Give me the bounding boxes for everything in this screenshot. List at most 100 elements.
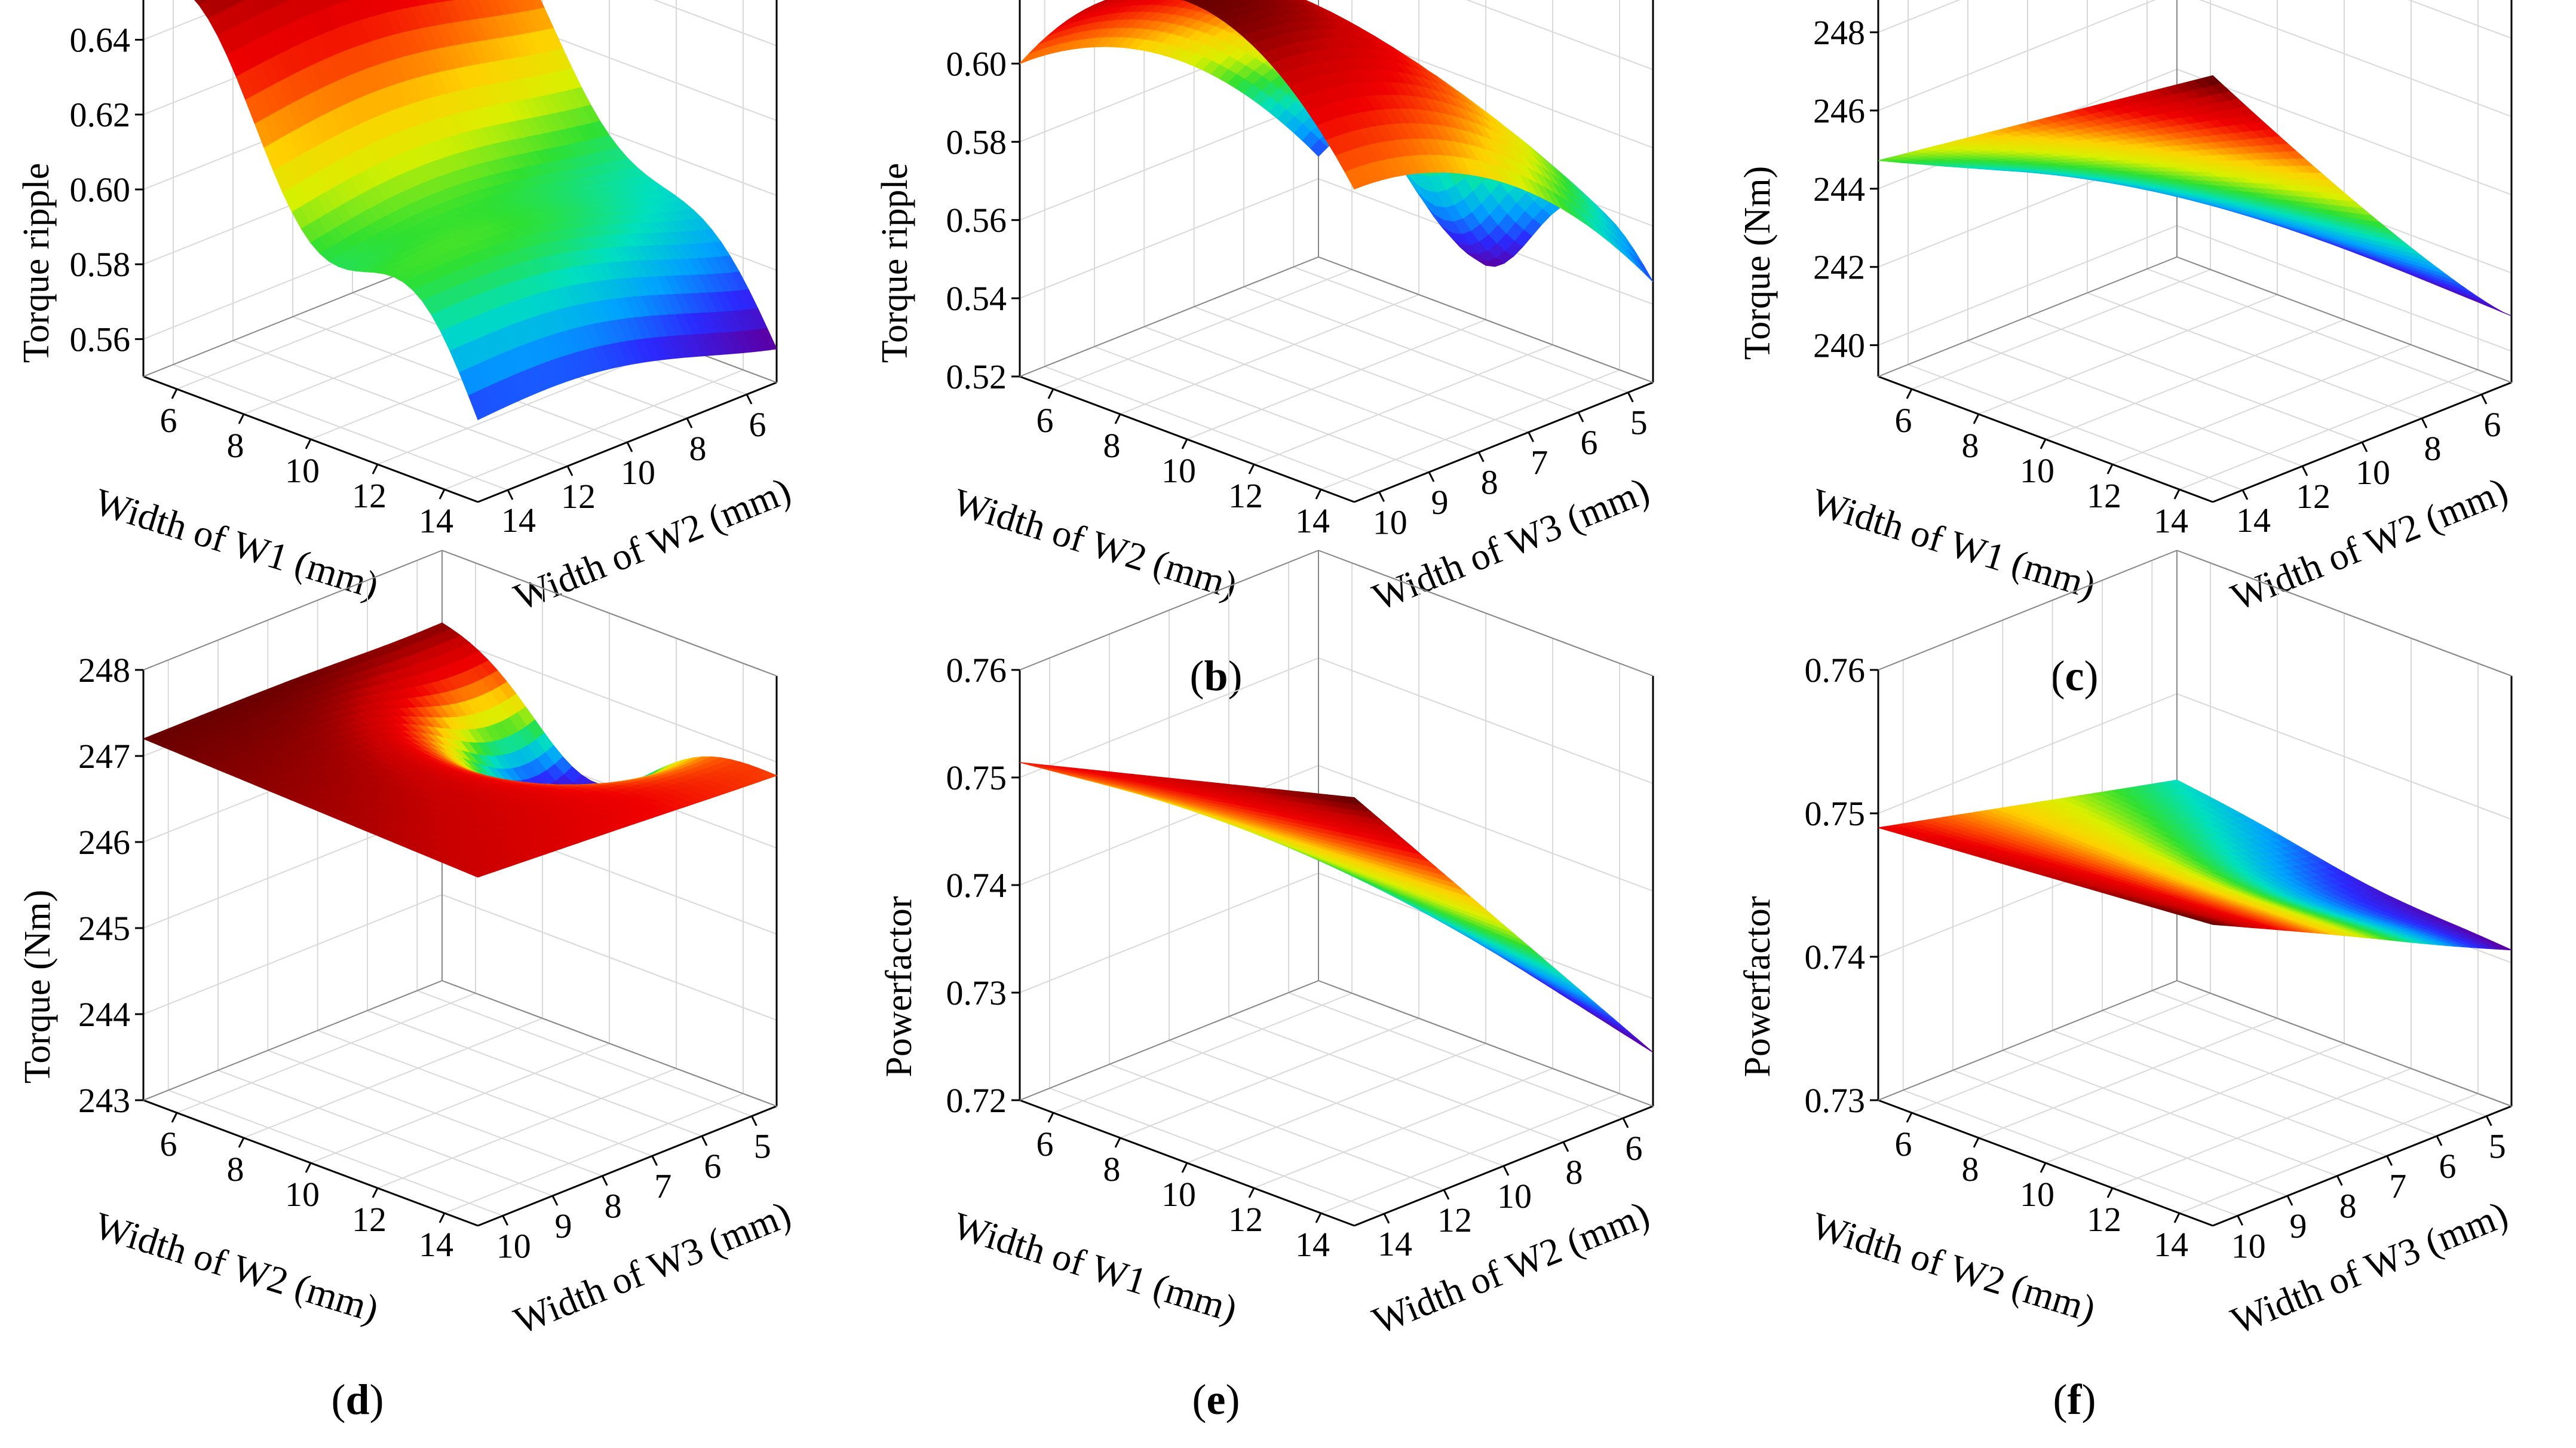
x-tick-label: 14 — [419, 501, 453, 540]
grid-line — [173, 364, 508, 491]
z-tick-label: 0.54 — [946, 279, 1007, 318]
z-tick-label: 0.56 — [70, 320, 131, 359]
z-axis-a: 0.560.580.600.620.640.66 — [70, 21, 143, 359]
grid-line — [2027, 316, 2363, 443]
y-axis-c: 14 12 10 8 6 — [2236, 394, 2501, 540]
caption-letter: b — [1204, 652, 1228, 700]
surface-facet — [1109, 0, 1115, 2]
grid-line — [1194, 306, 1529, 433]
caption-c: (c) — [2050, 652, 2099, 700]
grid-line — [143, 894, 443, 1015]
z-tick-label: 0.58 — [946, 123, 1007, 161]
y-tick-label: 12 — [2296, 477, 2330, 516]
x-tick-label: 6 — [1895, 401, 1912, 440]
axis-line — [2176, 256, 2512, 383]
grid-line — [232, 340, 568, 467]
grid-line — [267, 1049, 603, 1177]
axis-line — [143, 256, 443, 377]
surface-a — [194, 0, 777, 421]
x-tick — [1248, 464, 1255, 474]
x-tick-label: 8 — [1103, 426, 1121, 465]
x-tick-label: 10 — [285, 451, 320, 490]
y-tick-label: 6 — [2484, 405, 2501, 444]
x-tick-label: 14 — [1295, 501, 1330, 540]
y-tick-label: 14 — [2236, 501, 2271, 540]
y-tick — [2301, 466, 2308, 476]
y-axis-label: Width of W3 (mm) — [1366, 469, 1655, 619]
x-tick — [1973, 414, 1980, 424]
x-tick-label: 14 — [2154, 501, 2188, 540]
grid-line — [1094, 346, 1430, 473]
grid-line — [143, 0, 244, 41]
grid-line — [1120, 294, 1419, 415]
y-tick-label: 5 — [1630, 403, 1648, 442]
surface-b — [1019, 0, 1654, 282]
grid-line — [2408, 0, 2512, 39]
surface-d — [142, 622, 778, 878]
grid-line — [176, 993, 476, 1113]
grid-line — [367, 1010, 703, 1137]
x-tick-label: 8 — [1962, 426, 1979, 465]
x-tick — [372, 464, 379, 474]
panel-c: 240242244246248250Torque (Nm)68101214Wid… — [1717, 0, 2575, 724]
grid-line — [317, 1030, 653, 1157]
x-tick — [1181, 439, 1188, 449]
axis-line — [1318, 256, 1654, 383]
z-tick-label: 244 — [1813, 170, 1865, 209]
z-tick-label: 0.52 — [946, 357, 1007, 396]
grid-line — [2087, 292, 2422, 419]
x-tick — [438, 489, 446, 500]
y-tick — [2361, 442, 2368, 452]
x-tick — [1114, 414, 1121, 424]
grid-line — [217, 1070, 553, 1196]
x-tick-label: 10 — [1161, 451, 1196, 490]
y-tick — [2421, 418, 2428, 428]
z-tick-label: 242 — [1813, 248, 1865, 287]
grid-line — [1878, 0, 1961, 33]
x-tick — [238, 414, 245, 424]
y-tick — [1477, 452, 1485, 463]
z-tick-label: 0.60 — [946, 44, 1007, 83]
x-tick — [1047, 388, 1054, 399]
z-tick-label: 0.56 — [946, 201, 1007, 240]
grid-line — [1253, 344, 1553, 465]
x-tick — [2106, 464, 2114, 474]
y-tick — [626, 442, 633, 452]
z-tick-label: 240 — [1813, 326, 1865, 365]
axis-line — [143, 980, 443, 1101]
z-tick-label: 0.62 — [70, 96, 131, 134]
y-tick-label: 8 — [1481, 463, 1498, 502]
axis-line — [477, 1105, 777, 1227]
y-tick-label: 7 — [1531, 443, 1548, 482]
x-tick-label: 8 — [227, 426, 244, 465]
surface-plot-a: 0.560.580.600.620.640.66Torque ripple681… — [16, 0, 796, 619]
caption-letter: c — [2065, 652, 2084, 700]
x-tick — [2173, 489, 2181, 500]
x-tick — [171, 388, 178, 399]
grid-line — [1320, 369, 1620, 490]
y-tick — [1627, 392, 1634, 403]
grid-line — [168, 1089, 504, 1217]
y-tick — [2480, 394, 2488, 405]
y-tick-label: 6 — [749, 405, 766, 444]
x-tick — [1315, 489, 1322, 500]
panel-b: 0.520.540.560.580.600.62Torque ripple681… — [858, 0, 1717, 724]
x-tick-label: 12 — [2087, 476, 2121, 515]
x-tick-label: 10 — [2020, 451, 2054, 490]
grid-line — [377, 1068, 677, 1189]
grid-line — [1186, 319, 1486, 440]
y-tick — [1528, 431, 1535, 442]
x-tick-label: 6 — [1036, 401, 1054, 440]
x-tick-label: 6 — [160, 401, 177, 440]
x-tick — [2040, 439, 2047, 449]
y-tick-label: 10 — [2356, 453, 2390, 492]
axis-line — [441, 980, 777, 1107]
grid-line — [2146, 268, 2482, 395]
x-axis-c: 6 8 10 12 14 — [1895, 388, 2188, 540]
axis-line — [1878, 256, 2178, 377]
grid-line — [416, 990, 752, 1117]
y-axis-a: 14 12 10 8 6 — [501, 394, 766, 540]
y-tick-label: 12 — [561, 477, 596, 516]
y-tick — [1378, 491, 1385, 502]
